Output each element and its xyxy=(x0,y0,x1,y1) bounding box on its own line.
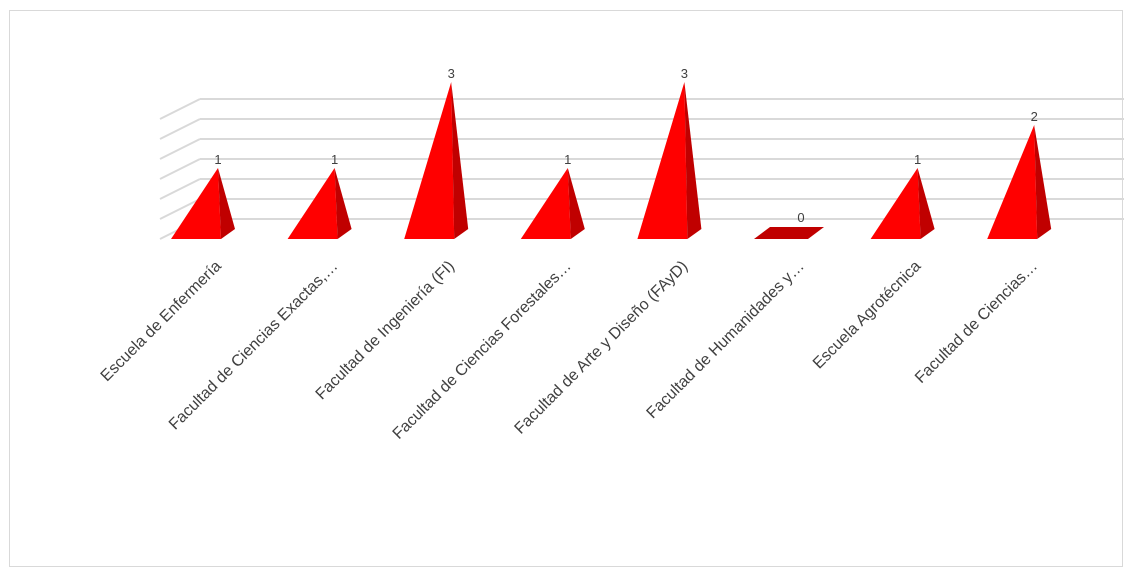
bar-side-face xyxy=(1034,125,1052,239)
data-labels: 1 1 3 1 3 0 1 2 xyxy=(214,66,1037,225)
data-label: 1 xyxy=(331,152,338,167)
bar xyxy=(870,168,935,239)
gridline-depth xyxy=(159,198,201,220)
bar xyxy=(287,168,352,239)
bar-front-face xyxy=(987,125,1038,239)
bar-side-face xyxy=(451,82,469,239)
bar-front-face xyxy=(637,82,688,239)
bar-side-face xyxy=(334,168,352,239)
bar xyxy=(171,168,235,239)
gridline-depth xyxy=(159,118,201,140)
category-label: Facultad de Ingeniería (FI) xyxy=(313,258,458,403)
bar-side-face xyxy=(917,168,935,239)
bar-front-face xyxy=(870,168,921,239)
gridline-depth xyxy=(159,158,201,180)
data-label: 2 xyxy=(1031,109,1038,124)
gridline-depth xyxy=(159,178,201,200)
gridline-depth xyxy=(159,138,201,160)
bar xyxy=(404,82,469,239)
data-label: 3 xyxy=(681,66,688,81)
bar-front-face xyxy=(287,168,338,239)
bar-flat-face xyxy=(754,227,824,239)
bar xyxy=(520,168,585,239)
bar-front-face xyxy=(520,168,571,239)
bar-front-face xyxy=(171,168,221,239)
pyramid-bar-chart: 1 1 3 1 3 0 1 2 Escuela de Enfermería Facultad d… xyxy=(98,66,1124,443)
bar-side-face xyxy=(218,168,235,239)
category-label: Escuela Agrotécnica xyxy=(810,258,925,373)
data-label: 1 xyxy=(214,152,221,167)
category-label: Escuela de Enfermería xyxy=(98,258,225,385)
category-labels: Escuela de Enfermería Facultad de Ciencia… xyxy=(98,258,1041,443)
bar-front-face xyxy=(404,82,455,239)
bar xyxy=(987,125,1052,239)
data-label: 1 xyxy=(564,152,571,167)
category-label: Facultad de Ciencias… xyxy=(912,258,1041,387)
bars xyxy=(171,82,1052,239)
bar-side-face xyxy=(684,82,702,239)
bar xyxy=(754,227,824,239)
bar-side-face xyxy=(567,168,585,239)
bar xyxy=(637,82,702,239)
data-label: 3 xyxy=(448,66,455,81)
data-label: 1 xyxy=(914,152,921,167)
gridline-depth xyxy=(159,98,201,120)
chart-frame: 1 1 3 1 3 0 1 2 Escuela de Enfermería Facultad d… xyxy=(9,10,1124,567)
data-label: 0 xyxy=(797,210,804,225)
